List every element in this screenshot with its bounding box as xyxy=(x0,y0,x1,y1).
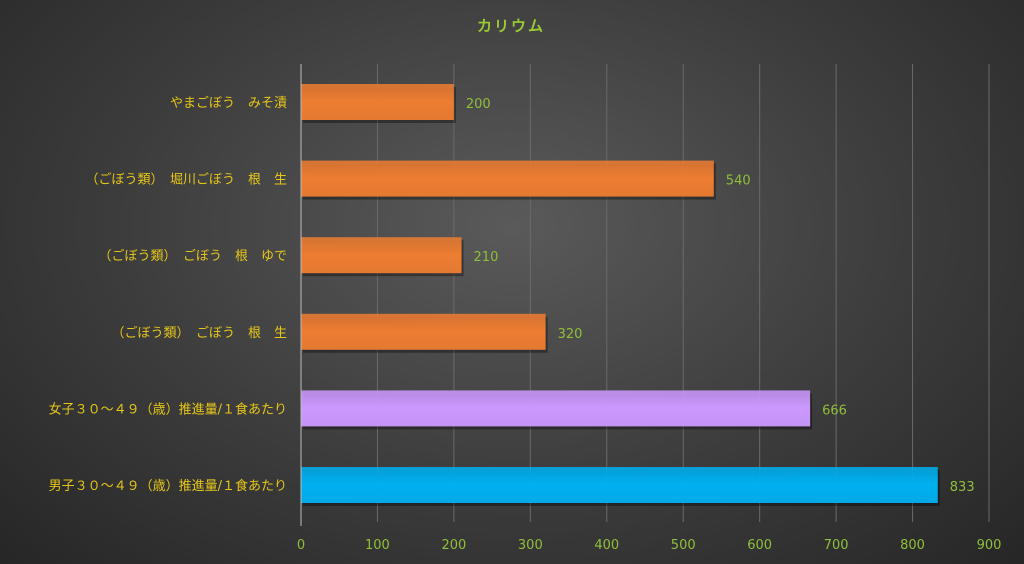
x-tick-label: 600 xyxy=(747,538,772,553)
x-tick-label: 800 xyxy=(900,538,925,553)
category-label: 女子３０～４９（歳）推進量/１食あたり xyxy=(49,401,287,417)
data-labels: 200 540 210 320 666 833 xyxy=(466,97,975,495)
bar xyxy=(301,84,454,120)
bar xyxy=(301,467,938,503)
x-tick-label: 0 xyxy=(297,538,305,553)
chart-title: カリウム xyxy=(477,17,545,35)
category-label: （ごぼう類） ごぼう 根 生 xyxy=(111,325,287,341)
data-label: 200 xyxy=(466,97,491,112)
data-label: 320 xyxy=(558,327,583,342)
x-tick-label: 500 xyxy=(671,538,696,553)
bar xyxy=(301,313,546,350)
bar xyxy=(301,160,714,197)
gridlines xyxy=(376,64,990,522)
data-label: 666 xyxy=(822,403,847,418)
category-label: （ごぼう類） 堀川ごぼう 根 生 xyxy=(85,172,287,188)
category-labels: やまごぼう みそ漬 （ごぼう類） 堀川ごぼう 根 生 （ごぼう類） ごぼう 根 ゆで… xyxy=(49,95,287,494)
x-tick-label: 300 xyxy=(518,538,543,553)
category-label: （ごぼう類） ごぼう 根 ゆで xyxy=(98,248,287,264)
x-tick-labels: 0 100 200 300 400 500 600 700 800 900 xyxy=(297,538,1002,553)
category-label: やまごぼう みそ漬 xyxy=(170,95,287,111)
x-tick-label: 100 xyxy=(365,538,390,553)
x-tick-label: 700 xyxy=(824,538,849,553)
category-label: 男子３０～４９（歳）推進量/１食あたり xyxy=(49,478,287,494)
data-label: 540 xyxy=(726,174,751,189)
bar xyxy=(301,237,462,274)
bar xyxy=(301,390,811,427)
bars xyxy=(301,84,940,506)
data-label: 210 xyxy=(474,250,499,265)
x-tick-label: 900 xyxy=(977,538,1002,553)
data-label: 833 xyxy=(950,480,975,495)
x-tick-label: 200 xyxy=(441,538,466,553)
x-tick-label: 400 xyxy=(594,538,619,553)
